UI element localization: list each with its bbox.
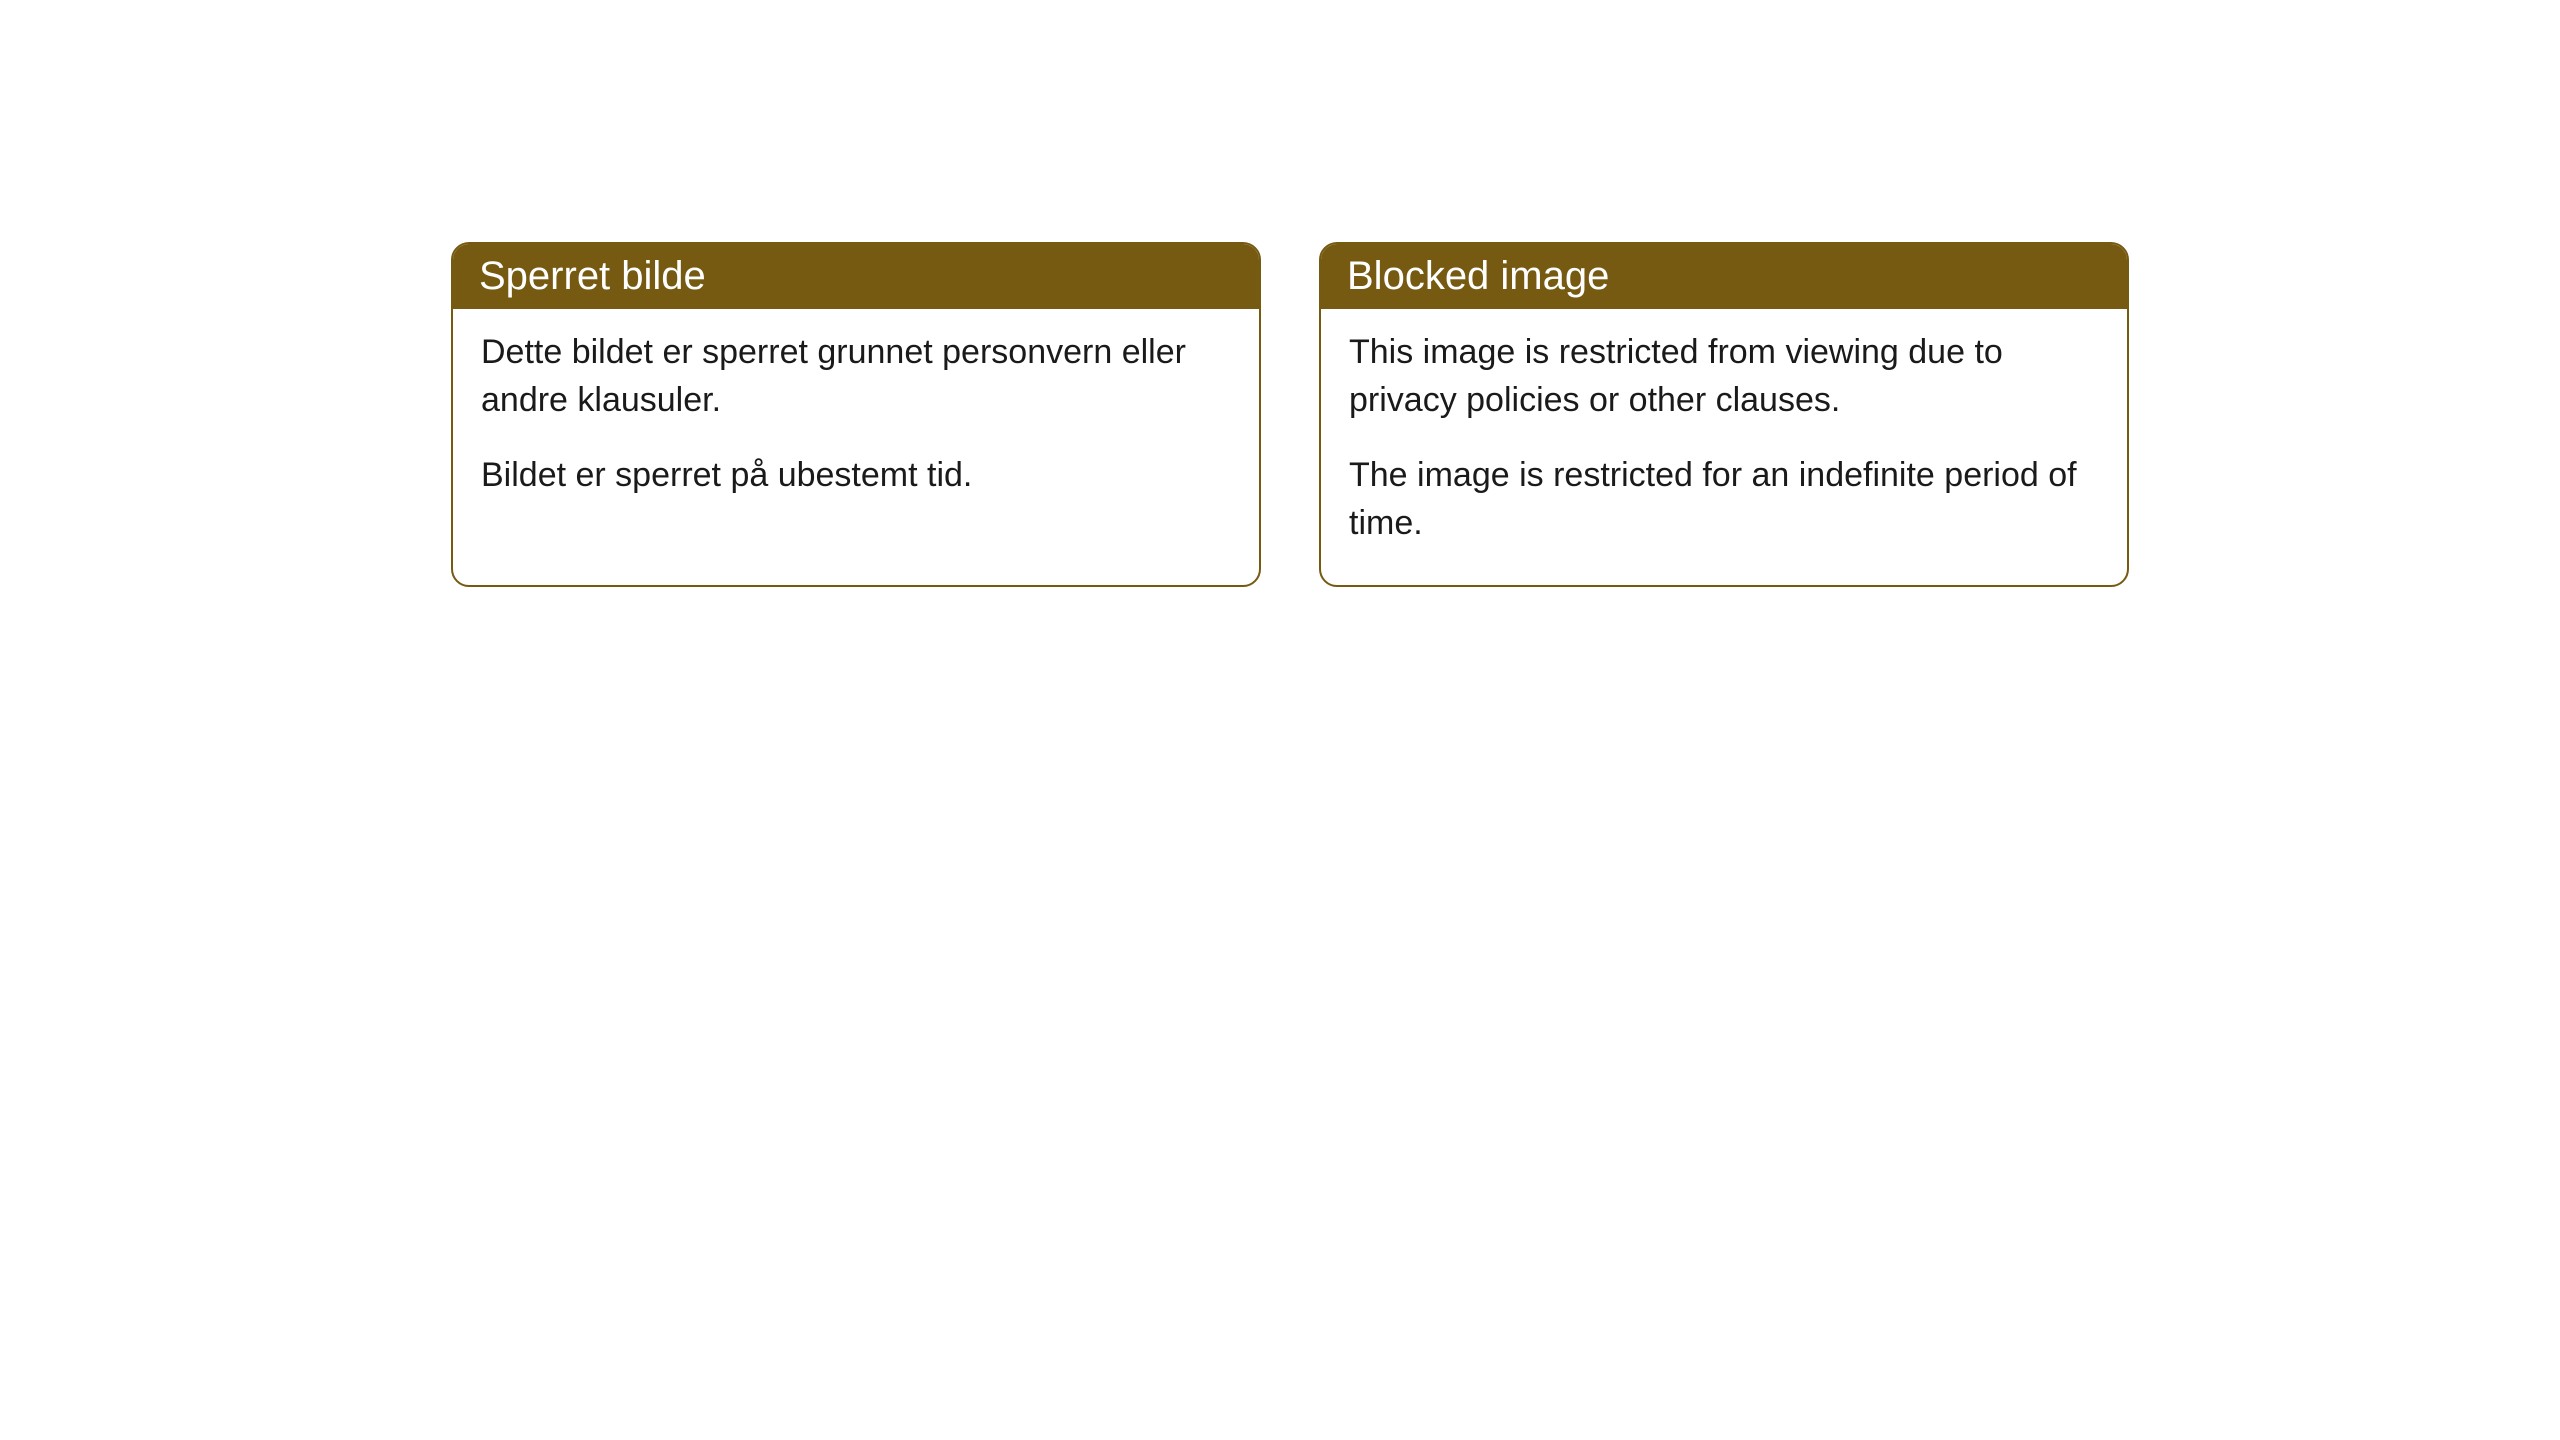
card-title: Blocked image: [1347, 254, 1609, 298]
card-header-norwegian: Sperret bilde: [453, 244, 1259, 309]
notice-card-english: Blocked image This image is restricted f…: [1319, 242, 2129, 587]
card-body-english: This image is restricted from viewing du…: [1321, 309, 2127, 585]
card-paragraph: Dette bildet er sperret grunnet personve…: [481, 329, 1231, 424]
card-paragraph: Bildet er sperret på ubestemt tid.: [481, 452, 1231, 500]
card-body-norwegian: Dette bildet er sperret grunnet personve…: [453, 309, 1259, 538]
notice-card-norwegian: Sperret bilde Dette bildet er sperret gr…: [451, 242, 1261, 587]
card-header-english: Blocked image: [1321, 244, 2127, 309]
card-title: Sperret bilde: [479, 254, 706, 298]
notice-cards-container: Sperret bilde Dette bildet er sperret gr…: [451, 242, 2129, 587]
card-paragraph: This image is restricted from viewing du…: [1349, 329, 2099, 424]
card-paragraph: The image is restricted for an indefinit…: [1349, 452, 2099, 547]
